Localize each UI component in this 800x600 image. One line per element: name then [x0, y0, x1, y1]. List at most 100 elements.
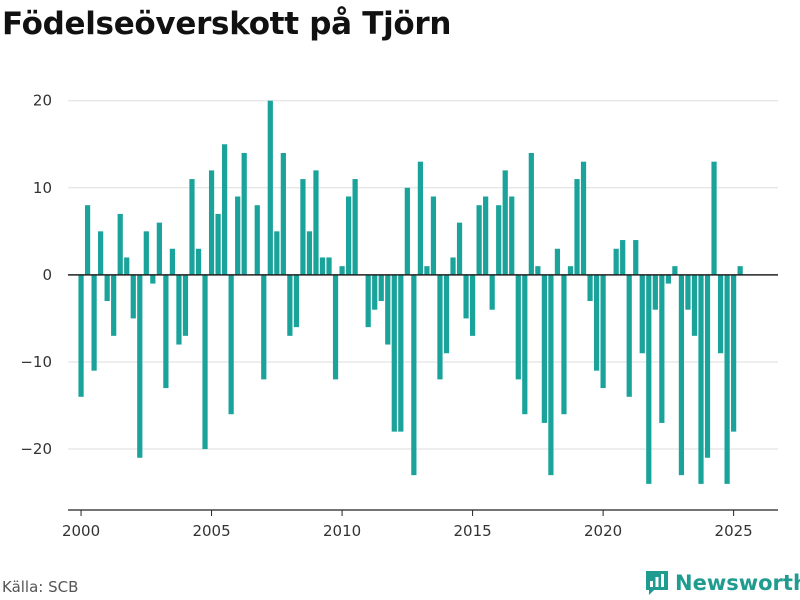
source-note: Källa: SCB — [2, 578, 79, 596]
y-tick-label: 0 — [42, 266, 52, 284]
y-tick-label: 20 — [33, 92, 52, 110]
bar — [574, 179, 580, 275]
bar — [202, 274, 208, 450]
bar — [319, 257, 326, 275]
bar — [241, 152, 247, 275]
bar — [372, 274, 378, 310]
bar — [502, 170, 508, 275]
y-tick-label: −20 — [20, 440, 52, 458]
bar — [731, 274, 737, 432]
bar — [411, 274, 417, 476]
bar — [267, 100, 273, 275]
bar — [346, 196, 352, 275]
bar-chart-icon — [646, 571, 668, 595]
bar — [456, 222, 463, 275]
bar — [554, 248, 561, 275]
bar — [117, 213, 123, 275]
bar — [208, 170, 215, 275]
bar — [398, 274, 404, 432]
bar — [593, 274, 600, 371]
bar — [313, 170, 319, 275]
bar — [176, 274, 182, 345]
newsworthy-logo[interactable]: Newsworthy — [645, 570, 800, 596]
bar — [391, 274, 397, 432]
bar — [515, 274, 521, 380]
bar — [274, 231, 280, 275]
bar — [469, 274, 476, 336]
bar — [352, 179, 358, 275]
bars — [78, 100, 743, 484]
bar — [685, 274, 691, 310]
bar — [254, 205, 260, 275]
bar — [639, 274, 645, 354]
bar — [672, 266, 678, 275]
bar — [567, 266, 574, 275]
bar — [78, 274, 84, 397]
bar — [287, 274, 293, 336]
bar — [137, 274, 143, 458]
y-tick-label: −10 — [20, 353, 52, 371]
bar — [215, 213, 221, 275]
bar — [659, 274, 665, 423]
bar — [737, 266, 743, 275]
bar — [600, 274, 606, 389]
bar — [620, 240, 626, 275]
bar — [280, 152, 286, 275]
x-tick-label: 2015 — [454, 522, 492, 540]
bar — [535, 266, 541, 275]
bar — [404, 187, 410, 275]
bar — [385, 274, 391, 345]
bar — [509, 196, 515, 275]
bar — [443, 274, 450, 354]
bar — [691, 274, 698, 336]
bar — [704, 274, 711, 458]
x-tick-label: 2010 — [323, 522, 361, 540]
bar — [104, 274, 110, 302]
bar — [182, 274, 189, 336]
bar — [228, 274, 234, 415]
bar — [711, 161, 717, 275]
bar — [150, 274, 156, 284]
bar — [91, 274, 97, 371]
bar — [98, 231, 104, 275]
bar — [332, 274, 339, 380]
bar — [293, 274, 300, 328]
bar — [163, 274, 169, 389]
bar — [156, 222, 162, 275]
bar — [261, 274, 267, 380]
bar — [378, 274, 384, 302]
bar — [424, 266, 430, 275]
bar — [195, 248, 202, 275]
x-tick-label: 2025 — [715, 522, 753, 540]
bar — [541, 274, 547, 423]
bar — [365, 274, 371, 328]
y-axis-ticks: −20 −10 0 10 20 — [20, 92, 52, 458]
bar — [430, 196, 437, 275]
bar — [646, 274, 652, 484]
bar — [450, 257, 456, 275]
bar — [717, 274, 724, 354]
bar — [587, 274, 593, 302]
bar — [130, 274, 136, 319]
bar — [143, 231, 149, 275]
x-axis — [68, 274, 778, 511]
bar — [561, 274, 567, 415]
bar — [306, 231, 313, 275]
x-axis-ticks: 2000 2005 2010 2015 2020 2025 — [62, 510, 753, 540]
bar — [339, 266, 345, 275]
bar — [580, 161, 587, 275]
x-tick-label: 2020 — [584, 522, 622, 540]
bar — [652, 274, 658, 310]
bar — [613, 248, 619, 275]
bar — [124, 257, 130, 275]
bar — [496, 205, 502, 275]
bar — [698, 274, 704, 484]
bar — [489, 274, 495, 310]
y-tick-label: 10 — [33, 179, 52, 197]
chart-title: Födelseöverskott på Tjörn — [2, 6, 452, 42]
bar — [678, 274, 685, 476]
bar — [169, 248, 176, 275]
bar — [463, 274, 469, 319]
bar — [235, 196, 241, 275]
